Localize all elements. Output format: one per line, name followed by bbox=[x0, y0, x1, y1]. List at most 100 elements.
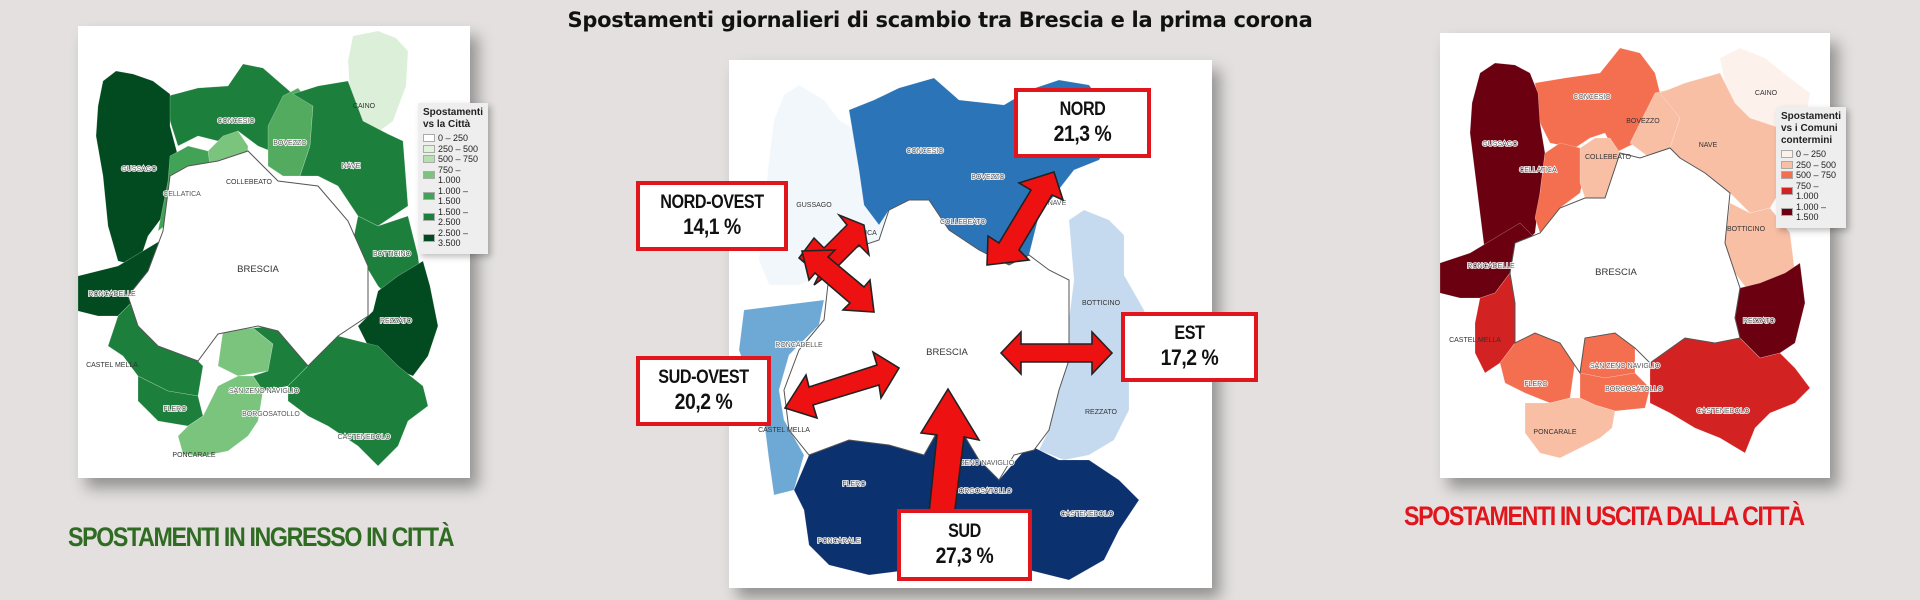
outgoing-legend: Spostamenti vs i Comuni contermini 0 – 2… bbox=[1776, 107, 1847, 228]
municipality-label: COLLEBEATO bbox=[940, 219, 987, 226]
municipality-label: BOTTICINO bbox=[1082, 300, 1121, 307]
legend-swatch bbox=[1781, 208, 1793, 216]
municipality-label: REZZATO bbox=[1743, 318, 1776, 325]
incoming-caption: SPOSTAMENTI IN INGRESSO IN CITTÀ bbox=[68, 522, 455, 552]
municipality-label: NAVE bbox=[1699, 142, 1718, 149]
legend-label: 1.000 – 1.500 bbox=[438, 185, 469, 207]
legend-label: 1.500 – 2.500 bbox=[438, 206, 469, 228]
municipality-label: FLERO bbox=[1524, 381, 1548, 388]
municipality-label: BOTTICINO bbox=[373, 251, 412, 258]
legend-swatch bbox=[423, 155, 435, 164]
municipality-label: PONCARALE bbox=[1533, 429, 1577, 436]
arrow-nord-ovest-icon bbox=[800, 249, 875, 313]
municipality-area bbox=[1649, 337, 1811, 454]
municipality-label: GUSSAGO bbox=[1482, 141, 1518, 148]
municipality-label: RONCADELLE bbox=[1467, 263, 1515, 270]
municipality-area bbox=[287, 335, 429, 467]
legend-subtitle-2: contermini bbox=[1781, 135, 1833, 146]
legend-item: 250 – 500 bbox=[1781, 160, 1841, 171]
legend-swatch bbox=[1781, 171, 1793, 180]
municipality-labels: CAINO CONCESIO BOVEZZO NAVE GUSSAGO CELL… bbox=[1449, 90, 1778, 436]
municipality-label: CASTEL MELLA bbox=[758, 427, 810, 434]
municipality-label: PONCARALE bbox=[172, 452, 216, 459]
legend-label: 750 – 1.000 bbox=[1796, 180, 1819, 202]
legend-title: Spostamenti bbox=[1781, 111, 1842, 122]
legend-label: 0 – 250 bbox=[1796, 149, 1827, 159]
municipality-label: BORGOSATOLLO bbox=[954, 488, 1012, 495]
direction-map: BRESCIA GUSSAGO CELLATICA CONCESIO BOVEZ… bbox=[738, 77, 1155, 581]
legend-item: 0 – 250 bbox=[423, 133, 483, 144]
municipality-label: REZZATO bbox=[1085, 409, 1118, 416]
municipality-label: SAN ZENO NAVIGLIO bbox=[1590, 363, 1661, 370]
municipality-label: COLLEBEATO bbox=[226, 179, 273, 186]
legend-subtitle: vs i Comuni bbox=[1781, 123, 1838, 134]
city-label-brescia: BRESCIA bbox=[1595, 267, 1637, 278]
city-label-brescia: BRESCIA bbox=[237, 264, 279, 275]
legend-label: 750 – 1.000 bbox=[438, 164, 461, 186]
incoming-legend: Spostamenti vs la Città 0 – 250 250 – 500… bbox=[418, 103, 489, 254]
legend-title: Spostamenti bbox=[423, 107, 484, 118]
legend-swatch bbox=[1781, 160, 1793, 169]
main-title: Spostamenti giornalieri di scambio tra B… bbox=[567, 8, 1313, 32]
municipality-label: CASTENEDOLO bbox=[338, 434, 391, 441]
municipality-label: SAN ZENO NAVIGLIO bbox=[944, 460, 1015, 467]
municipality-label: NAVE bbox=[1048, 200, 1067, 207]
legend-label: 250 – 500 bbox=[1796, 159, 1837, 170]
municipality-label: FLERO bbox=[842, 481, 866, 488]
legend-label: 500 – 750 bbox=[438, 154, 479, 164]
municipality-label: RONCADELLE bbox=[775, 342, 823, 349]
municipality-label: GUSSAGO bbox=[796, 202, 832, 209]
legend-item: 750 – 1.000 bbox=[423, 165, 483, 186]
arrow-sud-ovest-icon bbox=[783, 350, 901, 420]
incoming-map-panel: BRESCIA CAINO CONCESIO BOVEZZO NAVE GUSS… bbox=[78, 26, 489, 478]
municipality-label: CASTENEDOLO bbox=[1061, 511, 1114, 518]
municipality-label: COLLEBEATO bbox=[1585, 154, 1632, 161]
direction-box-nord: NORD 21,3 % bbox=[1014, 88, 1151, 158]
legend-swatch bbox=[423, 192, 435, 200]
municipality-label: GUSSAGO bbox=[121, 166, 157, 173]
legend-label: 0 – 250 bbox=[438, 133, 469, 143]
municipality-label: CONCESIO bbox=[217, 118, 255, 125]
municipality-label: BORGOSATOLLO bbox=[1605, 386, 1663, 393]
legend-swatch bbox=[1781, 150, 1793, 159]
city-label-brescia: BRESCIA bbox=[926, 347, 968, 358]
legend-item: 500 – 750 bbox=[423, 154, 483, 165]
municipality-label: SAN ZENO NAVIGLIO bbox=[229, 388, 300, 395]
legend-item: 1.500 – 2.500 bbox=[423, 207, 483, 228]
municipality-label: CAINO bbox=[353, 103, 376, 110]
outgoing-map: BRESCIA CAINO CONCESIO BOVEZZO NAVE GUSS… bbox=[1440, 47, 1811, 459]
arrow-nord-icon bbox=[986, 170, 1065, 266]
municipality-label: CAINO bbox=[1755, 90, 1778, 97]
legend-label: 250 – 500 bbox=[438, 143, 479, 154]
legend-label: 1.000 – 1.500 bbox=[1796, 201, 1827, 223]
municipality-label: REZZATO bbox=[380, 318, 413, 325]
direction-box-sud-ovest: SUD-OVEST 20,2 % bbox=[636, 356, 771, 426]
municipality-label: BOVEZZO bbox=[273, 140, 307, 147]
municipality-label: CELLATICA bbox=[1519, 167, 1557, 174]
direction-box-nord-ovest: NORD-OVEST 14,1 % bbox=[636, 181, 788, 251]
municipality-label: NAVE bbox=[342, 163, 361, 170]
municipality-label: PONCARALE bbox=[817, 538, 861, 545]
legend-swatch bbox=[1781, 187, 1793, 195]
direction-box-est: EST 17,2 % bbox=[1121, 312, 1258, 382]
municipality-labels: CAINO CONCESIO BOVEZZO NAVE GUSSAGO CELL… bbox=[86, 103, 413, 459]
outgoing-caption: SPOSTAMENTI IN USCITA DALLA CITTÀ bbox=[1404, 501, 1805, 531]
municipality-label: FLERO bbox=[163, 406, 187, 413]
legend-item: 1.000 – 1.500 bbox=[1781, 202, 1841, 223]
legend-swatch bbox=[423, 171, 435, 179]
legend-item: 750 – 1.000 bbox=[1781, 181, 1841, 202]
municipality-label: CELLATICA bbox=[163, 191, 201, 198]
municipality-label: CONCESIO bbox=[906, 148, 944, 155]
municipality-area bbox=[347, 30, 409, 137]
legend-item: 2.500 – 3.500 bbox=[423, 228, 483, 249]
legend-item: 250 – 500 bbox=[423, 144, 483, 155]
municipality-area bbox=[177, 375, 264, 457]
direction-box-sud: SUD 27,3 % bbox=[897, 509, 1032, 581]
legend-item: 500 – 750 bbox=[1781, 170, 1841, 181]
municipality-label: CONCESIO bbox=[1573, 94, 1611, 101]
municipality-label: BOVEZZO bbox=[1626, 118, 1660, 125]
legend-swatch bbox=[423, 144, 435, 153]
municipality-area bbox=[1534, 142, 1586, 234]
municipality-label: BOVEZZO bbox=[971, 174, 1005, 181]
legend-subtitle: vs la Città bbox=[423, 119, 471, 130]
